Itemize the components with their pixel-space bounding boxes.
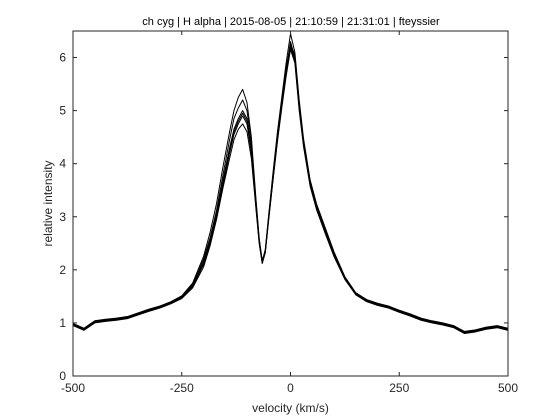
x-tick-label: -250 <box>170 381 194 395</box>
y-axis-label: relative intensity <box>41 160 55 246</box>
chart-title: ch cyg | H alpha | 2015-08-05 | 21:10:59… <box>142 16 440 28</box>
x-axis-ticks: -500 -250 0 250 500 <box>61 31 518 395</box>
y-tick-label: 4 <box>59 157 66 171</box>
y-tick-label: 6 <box>59 51 66 65</box>
spectrum-line-6 <box>72 45 509 333</box>
y-axis-ticks: 0 1 2 3 4 5 6 <box>59 51 508 383</box>
x-tick-label: 500 <box>498 381 518 395</box>
x-tick-label: 250 <box>389 381 409 395</box>
x-tick-label: -500 <box>61 381 85 395</box>
y-tick-label: 5 <box>59 104 66 118</box>
y-tick-label: 0 <box>59 369 66 383</box>
x-axis-label: velocity (km/s) <box>252 401 329 415</box>
spectrum-line-5 <box>72 33 509 332</box>
y-tick-label: 3 <box>59 210 66 224</box>
x-tick-label: 0 <box>287 381 294 395</box>
y-tick-label: 1 <box>59 316 66 330</box>
y-tick-label: 2 <box>59 263 66 277</box>
series-layer <box>72 33 509 335</box>
